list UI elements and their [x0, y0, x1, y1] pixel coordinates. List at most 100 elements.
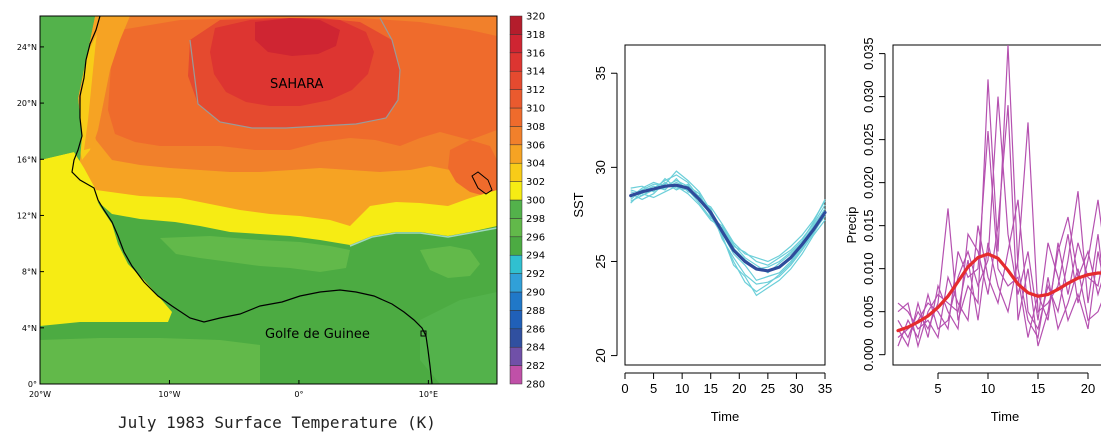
- sst-x-axis-label: Time: [711, 409, 739, 424]
- x-tick-label: 0: [621, 381, 628, 396]
- colorbar-swatch: [509, 89, 523, 109]
- colorbar-swatch: [509, 52, 523, 72]
- y-tick-label: 0.010: [861, 252, 876, 285]
- ensemble-member-line: [630, 177, 826, 274]
- ensemble-mean-line: [896, 252, 1101, 333]
- x-tick-label: 10: [981, 381, 995, 396]
- colorbar-label: 286: [526, 324, 545, 335]
- x-tick-label: 5: [650, 381, 657, 396]
- colorbar-label: 318: [526, 30, 545, 41]
- colorbar-label: 288: [526, 306, 545, 317]
- sst-ensemble-lines: [630, 170, 826, 297]
- colorbar-swatch: [509, 15, 523, 35]
- colorbar-swatch: [509, 310, 523, 330]
- colorbar-label: 302: [526, 177, 545, 188]
- colorbar-label: 280: [526, 380, 545, 391]
- x-tick-label: 20: [732, 381, 746, 396]
- sst-chart: 0 5 10 15 20 25 30 35 20 25 30 35 Time SST: [571, 44, 832, 424]
- colorbar-label: 308: [526, 122, 545, 133]
- x-tick-label: 25: [761, 381, 775, 396]
- sst-plot-frame: [624, 44, 826, 366]
- precip-ticks: 5 10 15 20 0.000 0.005 0.010 0.015 0.020 0.025 0.0…: [861, 37, 1095, 396]
- colorbar-swatch: [509, 254, 523, 274]
- y-tick-label: 0.015: [861, 209, 876, 242]
- x-tick-label: 10: [675, 381, 689, 396]
- sahara-label: SAHARA: [270, 77, 324, 92]
- y-tick-label: 30: [593, 160, 608, 174]
- map-y-tick-label: 16°N: [17, 155, 37, 164]
- colorbar: 280 282 284 286 288 290 292 294 296 298 300 302 304 3…: [509, 12, 545, 391]
- y-tick-label: 35: [593, 66, 608, 80]
- map-y-ticks: 0° 4°N 8°N 12°N 16°N 20°N 24°N: [17, 43, 44, 389]
- map-contour-fill: [40, 16, 497, 384]
- sst-ticks: 0 5 10 15 20 25 30 35 20 25 30 35: [593, 66, 832, 396]
- colorbar-swatch: [509, 365, 523, 385]
- ensemble-member-line: [630, 185, 826, 266]
- colorbar-label: 314: [526, 67, 545, 78]
- colorbar-swatch: [509, 181, 523, 201]
- x-tick-label: 30: [789, 381, 803, 396]
- x-tick-label: 35: [818, 381, 832, 396]
- y-tick-label: 0.000: [861, 338, 876, 371]
- map-y-tick-label: 8°N: [22, 268, 37, 277]
- sst-y-axis-label: SST: [571, 192, 586, 217]
- y-tick-label: 0.030: [861, 80, 876, 113]
- map-y-tick-label: 20°N: [17, 99, 37, 108]
- colorbar-swatch: [509, 126, 523, 146]
- map-x-tick-label: 0°: [294, 390, 303, 399]
- temperature-map: SAHARA Golfe de Guinee 0° 4°N 8°N 12°N 16°N 2…: [17, 12, 545, 433]
- precip-chart: 5 10 15 20 0.000 0.005 0.010 0.015 0.020 0.025 0.0…: [844, 37, 1101, 424]
- precip-y-axis-label: Precip: [844, 207, 859, 244]
- colorbar-label: 304: [526, 159, 545, 170]
- map-y-tick-label: 0°: [28, 380, 37, 389]
- colorbar-label: 284: [526, 343, 545, 354]
- map-y-tick-label: 4°N: [22, 324, 37, 333]
- ensemble-member-line: [630, 174, 826, 285]
- sst-mean-line-group: [629, 183, 827, 273]
- ensemble-member-line: [897, 191, 1101, 340]
- coastline: [71, 16, 433, 384]
- map-title: July 1983 Surface Temperature (K): [118, 413, 436, 432]
- map-y-tick-label: 12°N: [17, 211, 37, 220]
- colorbar-swatch: [509, 328, 523, 348]
- map-x-tick-label: 10°E: [419, 390, 438, 399]
- colorbar-label: 292: [526, 269, 545, 280]
- y-tick-label: 20: [593, 348, 608, 362]
- colorbar-label: 306: [526, 140, 545, 151]
- colorbar-label: 320: [526, 12, 545, 23]
- map-x-tick-label: 20°W: [29, 390, 51, 399]
- colorbar-swatch: [509, 346, 523, 366]
- island-marker: [420, 330, 427, 337]
- colorbar-swatch: [509, 70, 523, 90]
- map-x-tick-label: 10°W: [158, 390, 180, 399]
- colorbar-swatch: [509, 162, 523, 182]
- gulf-of-guinea-label: Golfe de Guinee: [265, 327, 370, 342]
- colorbar-swatch: [509, 218, 523, 238]
- x-tick-label: 5: [934, 381, 941, 396]
- precip-ensemble-lines: [897, 44, 1101, 349]
- ensemble-member-line: [897, 96, 1101, 347]
- ensemble-member-line: [897, 105, 1101, 348]
- colorbar-swatch: [509, 291, 523, 311]
- x-tick-label: 20: [1081, 381, 1095, 396]
- colorbar-label: 282: [526, 361, 545, 372]
- colorbar-label: 310: [526, 104, 545, 115]
- colorbar-label: 296: [526, 232, 545, 243]
- colorbar-label: 298: [526, 214, 545, 225]
- colorbar-label: 316: [526, 48, 545, 59]
- precip-plot-frame: [892, 44, 1101, 366]
- ensemble-mean-line: [629, 183, 827, 273]
- y-tick-label: 0.005: [861, 295, 876, 328]
- colorbar-label: 294: [526, 251, 545, 262]
- y-tick-label: 0.035: [861, 37, 876, 70]
- ensemble-member-line: [897, 122, 1101, 349]
- colorbar-label: 300: [526, 196, 545, 207]
- y-tick-label: 0.020: [861, 166, 876, 199]
- precip-mean-line-group: [896, 252, 1101, 333]
- colorbar-swatch: [509, 107, 523, 127]
- colorbar-label: 290: [526, 288, 545, 299]
- colorbar-swatch: [509, 144, 523, 164]
- y-tick-label: 0.025: [861, 123, 876, 156]
- colorbar-swatch: [509, 273, 523, 293]
